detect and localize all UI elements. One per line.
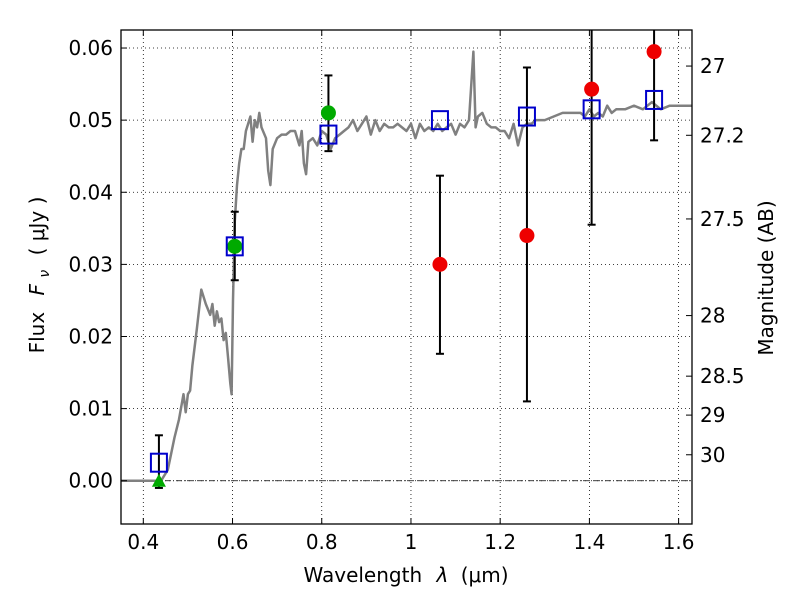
y2-tick-label: 27.5 xyxy=(700,207,745,231)
y2-tick-label: 27.2 xyxy=(700,123,745,147)
y-tick-label: 0.01 xyxy=(68,397,113,421)
plot-frame xyxy=(120,29,693,525)
y-tick-label: 0.00 xyxy=(68,469,113,493)
grid-lines xyxy=(121,30,692,524)
x-tick-label: 0.6 xyxy=(217,530,249,554)
green-point xyxy=(320,105,336,121)
model-photometry-square xyxy=(225,236,244,257)
red-point xyxy=(519,228,535,244)
y2-tick-label: 28 xyxy=(700,304,725,328)
x-tick-label: 1.4 xyxy=(573,530,605,554)
y-tick-label: 0.03 xyxy=(68,252,113,276)
model-photometry-square xyxy=(645,89,664,110)
red-point xyxy=(646,44,662,60)
green-point xyxy=(227,238,243,254)
red-point xyxy=(584,81,600,97)
error-bar xyxy=(587,30,596,226)
model-photometry-square xyxy=(582,99,601,120)
y2-axis-ticks: 27 27.2 27.5 28 28.5 29 30 xyxy=(686,54,745,467)
y2-tick-label: 30 xyxy=(700,443,725,467)
x-tick-label: 1.6 xyxy=(663,530,695,554)
y2-tick-label: 27 xyxy=(700,54,725,78)
x-tick-label: 1 xyxy=(405,530,418,554)
x-axis-label: Wavelength λ (μm) xyxy=(303,563,508,587)
x-tick-label: 0.4 xyxy=(127,530,159,554)
model-spectrum-line xyxy=(121,50,692,482)
y-tick-label: 0.05 xyxy=(68,108,113,132)
y-tick-label: 0.04 xyxy=(68,180,113,204)
model-photometry-square xyxy=(517,106,536,127)
model-photometry-square xyxy=(430,110,449,131)
model-photometry-square xyxy=(149,452,168,473)
y2-axis-label: Magnitude (AB) xyxy=(754,200,778,355)
y-tick-label: 0.06 xyxy=(68,36,113,60)
plot-area xyxy=(121,30,692,489)
x-axis-ticks: 0.4 0.6 0.8 1 1.2 1.4 1.6 xyxy=(127,30,695,554)
y-axis-ticks: 0.00 0.01 0.02 0.03 0.04 0.05 0.06 xyxy=(68,36,127,493)
y-tick-label: 0.02 xyxy=(68,324,113,348)
model-photometry-square xyxy=(319,124,338,145)
x-tick-label: 0.8 xyxy=(306,530,338,554)
y2-tick-label: 28.5 xyxy=(700,364,745,388)
red-point xyxy=(432,256,448,272)
x-tick-label: 1.2 xyxy=(484,530,516,554)
y2-tick-label: 29 xyxy=(700,403,725,427)
green-triangle-point xyxy=(151,473,166,487)
y-axis-label: Flux F ν ( μJy ) xyxy=(25,197,54,354)
